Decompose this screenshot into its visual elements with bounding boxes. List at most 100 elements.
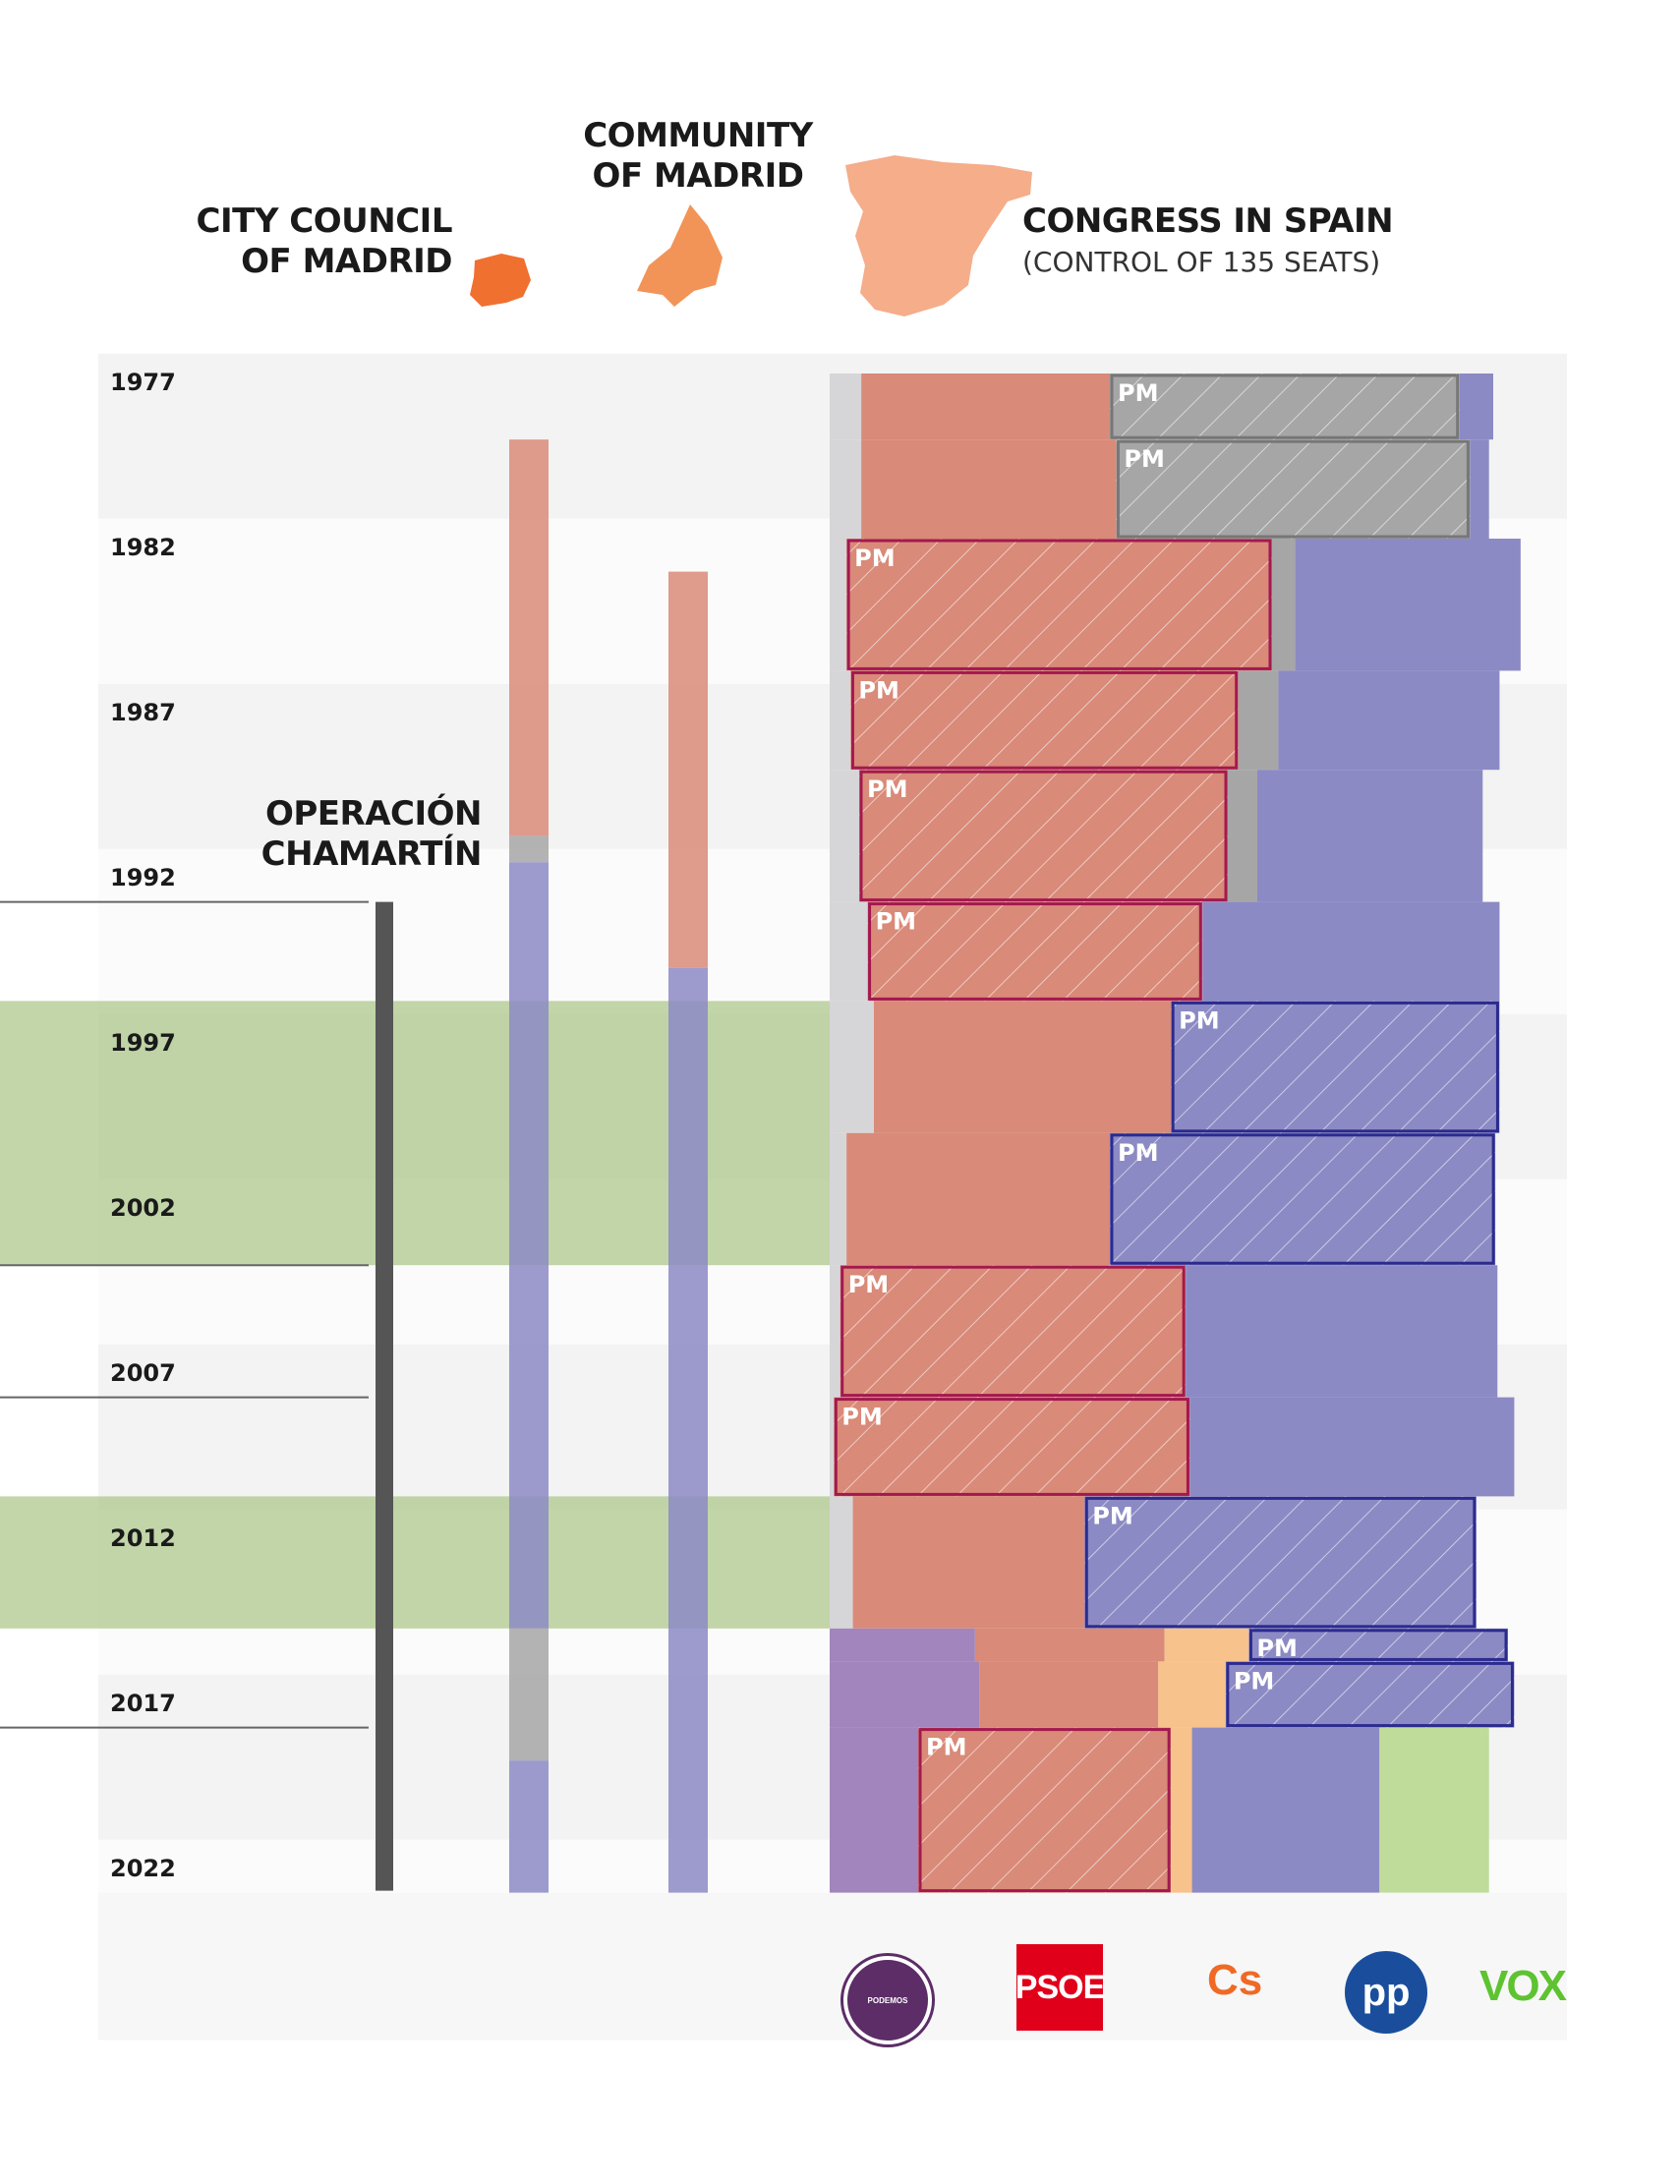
city-council-segment	[509, 835, 549, 863]
congress-minor-block	[830, 1397, 835, 1497]
congress-minor-block	[830, 1265, 840, 1398]
city-council-segment	[509, 862, 549, 1629]
congress-vox-block	[1379, 1727, 1489, 1893]
congress-psoe-hatch	[850, 670, 1239, 771]
congress-government-border	[918, 1728, 1171, 1893]
city-council-heading: CITY COUNCIL OF MADRID	[147, 201, 453, 282]
congress-psoe-block	[861, 439, 1117, 539]
congress-psoe-hatch	[859, 770, 1228, 902]
congress-ucd-block	[1228, 770, 1257, 902]
pm-label: PM	[867, 776, 907, 803]
congress-pp-block	[1257, 770, 1483, 902]
congress-government-border	[1116, 439, 1470, 539]
congress-pp-block	[1459, 374, 1493, 440]
pm-label: PM	[926, 1734, 966, 1761]
community-heading: COMMUNITY OF MADRID	[560, 116, 836, 197]
congress-government-border	[834, 1398, 1189, 1496]
operation-chamartin-span	[376, 901, 393, 1891]
congress-ucd-block	[1272, 539, 1296, 671]
congress-government-border	[1248, 1629, 1508, 1661]
pm-label: PM	[1256, 1635, 1297, 1662]
city-council-segment	[509, 1628, 549, 1761]
congress-podemos-block	[830, 1727, 918, 1893]
congress-ucd-block	[1238, 670, 1279, 771]
congress-government-border	[1226, 1661, 1514, 1728]
congress-subheading: (CONTROL OF 135 SEATS)	[1022, 246, 1381, 278]
congress-pp-block	[1186, 1265, 1498, 1398]
congress-psoe-hatch	[846, 539, 1272, 671]
year-tick-label: 2012	[110, 1524, 176, 1552]
congress-podemos-block	[830, 1661, 980, 1728]
psoe-logo-icon: PSOE	[1015, 1944, 1105, 2031]
congress-heading: CONGRESS IN SPAIN	[1022, 201, 1394, 241]
operacion-label-line2: CHAMARTÍN	[261, 834, 483, 874]
operacion-label-line1: OPERACIÓN	[264, 794, 483, 833]
congress-government-border	[859, 770, 1228, 902]
congress-minor-block	[830, 374, 862, 440]
podemos-logo-icon: PODEMOS	[843, 1956, 932, 2044]
congress-cs-block	[1171, 1727, 1192, 1893]
community-heading-line2: OF MADRID	[592, 156, 804, 196]
city-council-heading-line1: CITY COUNCIL	[196, 201, 453, 241]
congress-pp-hatch	[1110, 1132, 1496, 1266]
year-tick-label: 1982	[110, 534, 176, 561]
vox-logo-icon: VOX	[1479, 1962, 1567, 2010]
pm-label: PM	[1092, 1502, 1132, 1529]
congress-psoe-hatch	[834, 1397, 1190, 1497]
maps	[470, 155, 1032, 316]
city-council-heading-line2: OF MADRID	[241, 242, 452, 281]
operacion-chamartin-label: OPERACIÓN CHAMARTÍN	[197, 794, 483, 875]
pm-label: PM	[858, 676, 898, 704]
congress-pp-hatch	[1248, 1628, 1508, 1662]
year-tick-label: 2002	[110, 1194, 176, 1222]
year-tick-label: 2007	[110, 1359, 176, 1387]
congress-minor-block	[830, 439, 862, 539]
congress-government-border	[1084, 1496, 1477, 1629]
congress-podemos-block	[830, 1628, 975, 1662]
community-bar	[668, 571, 708, 1893]
congress-minor-block	[830, 770, 859, 902]
congress-minor-block	[830, 670, 851, 771]
congress-government-border	[850, 670, 1239, 770]
pm-label: PM	[854, 545, 895, 572]
pm-label: PM	[1118, 379, 1158, 407]
pp-logo-icon: pp	[1345, 1951, 1427, 2034]
congress-government-border	[1171, 1001, 1499, 1133]
year-ticks: 1977 1982 1987 1992 1997 2002 2007 2012 2017 2022	[110, 369, 176, 1882]
spain-map-icon	[845, 155, 1032, 316]
congress-pp-hatch	[1084, 1496, 1477, 1629]
congress-government-border	[1110, 1133, 1495, 1265]
community-heading-line1: COMMUNITY	[583, 116, 813, 155]
city-council-map-icon	[470, 254, 531, 307]
community-segment	[668, 571, 708, 968]
pm-label: PM	[1179, 1006, 1219, 1034]
congress-blocks	[830, 374, 1521, 1893]
congress-psoe-block	[974, 1628, 1165, 1662]
ciudadanos-logo-icon: Cs	[1207, 1956, 1263, 2004]
community-segment	[668, 967, 708, 1893]
congress-psoe-block	[846, 1132, 1110, 1266]
congress-government-border	[1110, 374, 1460, 439]
logo-row-background	[98, 1892, 1567, 2040]
congress-psoe-hatch	[840, 1265, 1187, 1398]
year-tick-label: 1997	[110, 1029, 176, 1057]
congress-psoe-hatch	[867, 901, 1203, 1002]
congress-psoe-block	[852, 1496, 1085, 1629]
congress-pp-block	[1295, 539, 1521, 671]
year-tick-label: 2017	[110, 1690, 176, 1717]
congress-minor-block	[830, 1132, 847, 1266]
city-council-bar	[509, 439, 549, 1893]
year-tick-label: 1977	[110, 369, 176, 396]
pm-label: PM	[1234, 1667, 1274, 1695]
congress-minor-block	[830, 1496, 853, 1629]
city-council-segment	[509, 439, 549, 836]
community-map-icon	[637, 204, 723, 307]
congress-cs-block	[1164, 1628, 1249, 1662]
congress-psoe-block	[979, 1661, 1159, 1728]
congress-pp-hatch	[1225, 1661, 1515, 1728]
congress-psoe-block	[861, 374, 1110, 440]
congress-government-border	[840, 1265, 1186, 1398]
congress-psoe-block	[874, 1001, 1172, 1133]
congress-government-border	[868, 902, 1202, 1001]
congress-pp-block	[1191, 1727, 1380, 1893]
